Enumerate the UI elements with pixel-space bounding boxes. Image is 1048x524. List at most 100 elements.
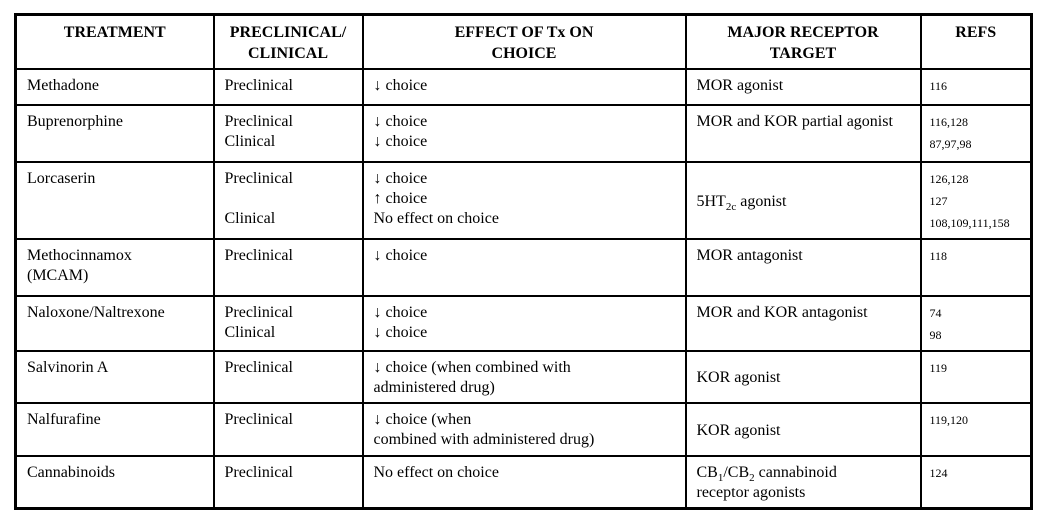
cell-effect: ↓ choice (when combined with administered…: [361, 402, 687, 457]
cell-line: Nalfurafine: [27, 411, 101, 428]
cell-line: ↓ choice: [373, 170, 428, 187]
cell-line: Clinical: [224, 324, 276, 341]
cell-line: CHOICE: [491, 45, 557, 62]
cell-treatment: Naloxone/Naltrexone: [14, 295, 215, 352]
table-row: Methocinnamox (MCAM) Preclinical ↓ choice MO…: [14, 238, 1033, 297]
cell-phase: Preclinical Clinical: [212, 295, 364, 352]
cell-phase: Preclinical: [212, 455, 364, 510]
cell-line: 119: [929, 361, 948, 375]
table-header: TREATMENT PRECLINICAL/CLINICAL EFFECT OF T…: [14, 13, 1033, 70]
cell-treatment: Methadone: [14, 68, 215, 106]
cell-line: No effect on choice: [373, 210, 499, 227]
cell-line: Methocinnamox: [27, 247, 132, 264]
cell-line: ↓ choice: [373, 324, 428, 341]
cell-line: 124: [929, 466, 948, 480]
cell-line: 74: [929, 306, 942, 320]
table-row: Cannabinoids Preclinical No effect on choi…: [14, 455, 1033, 510]
cell-line: Salvinorin A: [27, 359, 109, 376]
cell-target: 5HT2c agonist: [684, 161, 922, 240]
table-row: Salvinorin A Preclinical ↓ choice (when co…: [14, 350, 1033, 404]
cell-line: MOR agonist: [696, 77, 784, 94]
cell-line: 118: [929, 249, 948, 263]
cell-line: ↓ choice: [373, 247, 428, 264]
cell-refs: 124: [919, 455, 1033, 510]
cell-line: EFFECT OF Tx ON: [454, 24, 594, 41]
cell-line: Preclinical: [224, 247, 293, 264]
cell-target: MOR and KOR partial agonist: [684, 104, 922, 163]
cell-line: 108,109,111,158: [929, 216, 1010, 230]
cell-target: KOR agonist: [684, 350, 922, 404]
cell-refs: 74 98: [919, 295, 1033, 352]
cell-line: Naloxone/Naltrexone: [27, 304, 165, 321]
column-header-treatment: TREATMENT: [14, 13, 215, 70]
cell-effect: ↓ choice ↓ choice: [361, 104, 687, 163]
cell-line: 119,120: [929, 413, 969, 427]
cell-effect: No effect on choice: [361, 455, 687, 510]
cell-line: ↓ choice: [373, 113, 428, 130]
cell-line: receptor agonists: [696, 484, 806, 501]
column-header-refs: REFS: [919, 13, 1033, 70]
column-header-target: MAJOR RECEPTOR TARGET: [684, 13, 922, 70]
cell-target: KOR agonist: [684, 402, 922, 457]
cell-line: 126,128: [929, 172, 969, 186]
cell-line: KOR agonist: [696, 421, 781, 439]
cell-effect: ↓ choice (when combined with administered…: [361, 350, 687, 404]
cell-treatment: Lorcaserin: [14, 161, 215, 240]
column-header-effect: EFFECT OF Tx ON CHOICE: [361, 13, 687, 70]
cell-line: Preclinical: [224, 359, 293, 376]
cell-line: Preclinical: [224, 113, 293, 130]
cell-line: ↓ choice: [373, 77, 428, 94]
cell-line: CLINICAL: [247, 45, 328, 62]
cell-line: 98: [929, 328, 942, 342]
cell-target: MOR and KOR antagonist: [684, 295, 922, 352]
cell-line: No effect on choice: [373, 464, 499, 481]
cell-line: Preclinical: [224, 170, 293, 187]
cell-line: ↓ choice: [373, 304, 428, 321]
cell-line: Clinical: [224, 210, 276, 227]
cell-line: MOR antagonist: [696, 247, 803, 264]
cell-line: Preclinical: [224, 464, 293, 481]
cell-phase: Preclinical: [212, 402, 364, 457]
cell-line: 5HT2c agonist: [696, 192, 787, 213]
table-row: Methadone Preclinical ↓ choice MOR agonist 1…: [14, 68, 1033, 106]
treatment-effects-table: TREATMENT PRECLINICAL/CLINICAL EFFECT OF T…: [14, 13, 1033, 510]
cell-line: MAJOR RECEPTOR: [727, 24, 879, 41]
cell-treatment: Methocinnamox (MCAM): [14, 238, 215, 297]
cell-line: REFS: [955, 24, 997, 41]
cell-phase: Preclinical Clinical: [212, 104, 364, 163]
cell-target: CB1/CB2 cannabinoid receptor agonists: [684, 455, 922, 510]
table-body: Methadone Preclinical ↓ choice MOR agonist 1…: [14, 68, 1033, 510]
cell-refs: 126,128 127 108,109,111,158: [919, 161, 1033, 240]
cell-line: ↓ choice: [373, 133, 428, 150]
cell-line: Preclinical: [224, 411, 293, 428]
table-row: Naloxone/Naltrexone Preclinical Clinical ↓ …: [14, 295, 1033, 352]
cell-line: ↓ choice (when: [373, 411, 472, 428]
cell-phase: Preclinical: [212, 68, 364, 106]
cell-line: 116: [929, 79, 948, 93]
cell-line: Cannabinoids: [27, 464, 115, 481]
cell-phase: Preclinical Clinical: [212, 161, 364, 240]
cell-line: 127: [929, 194, 948, 208]
cell-refs: 119,120: [919, 402, 1033, 457]
cell-refs: 119: [919, 350, 1033, 404]
table-row: Lorcaserin Preclinical Clinical ↓ choice ↑ …: [14, 161, 1033, 240]
cell-line: [225, 189, 354, 209]
cell-treatment: Cannabinoids: [14, 455, 215, 510]
cell-line: CB1/CB2 cannabinoid: [696, 464, 837, 485]
cell-line: TREATMENT: [63, 24, 166, 41]
cell-line: Preclinical: [224, 77, 293, 94]
cell-line: Buprenorphine: [27, 113, 123, 130]
cell-phase: Preclinical: [212, 350, 364, 404]
cell-effect: ↓ choice: [361, 238, 687, 297]
cell-line: KOR agonist: [696, 369, 781, 386]
cell-effect: ↓ choice ↑ choice No effect on choice: [361, 161, 687, 240]
cell-phase: Preclinical: [212, 238, 364, 297]
cell-treatment: Salvinorin A: [14, 350, 215, 404]
table-row: Buprenorphine Preclinical Clinical ↓ choice…: [14, 104, 1033, 163]
cell-effect: ↓ choice: [361, 68, 687, 106]
cell-line: combined with administered drug): [373, 431, 595, 448]
cell-refs: 116,128 87,97,98: [919, 104, 1033, 163]
table-row: Nalfurafine Preclinical ↓ choice (when comb…: [14, 402, 1033, 457]
cell-line: MOR and KOR antagonist: [696, 304, 868, 321]
